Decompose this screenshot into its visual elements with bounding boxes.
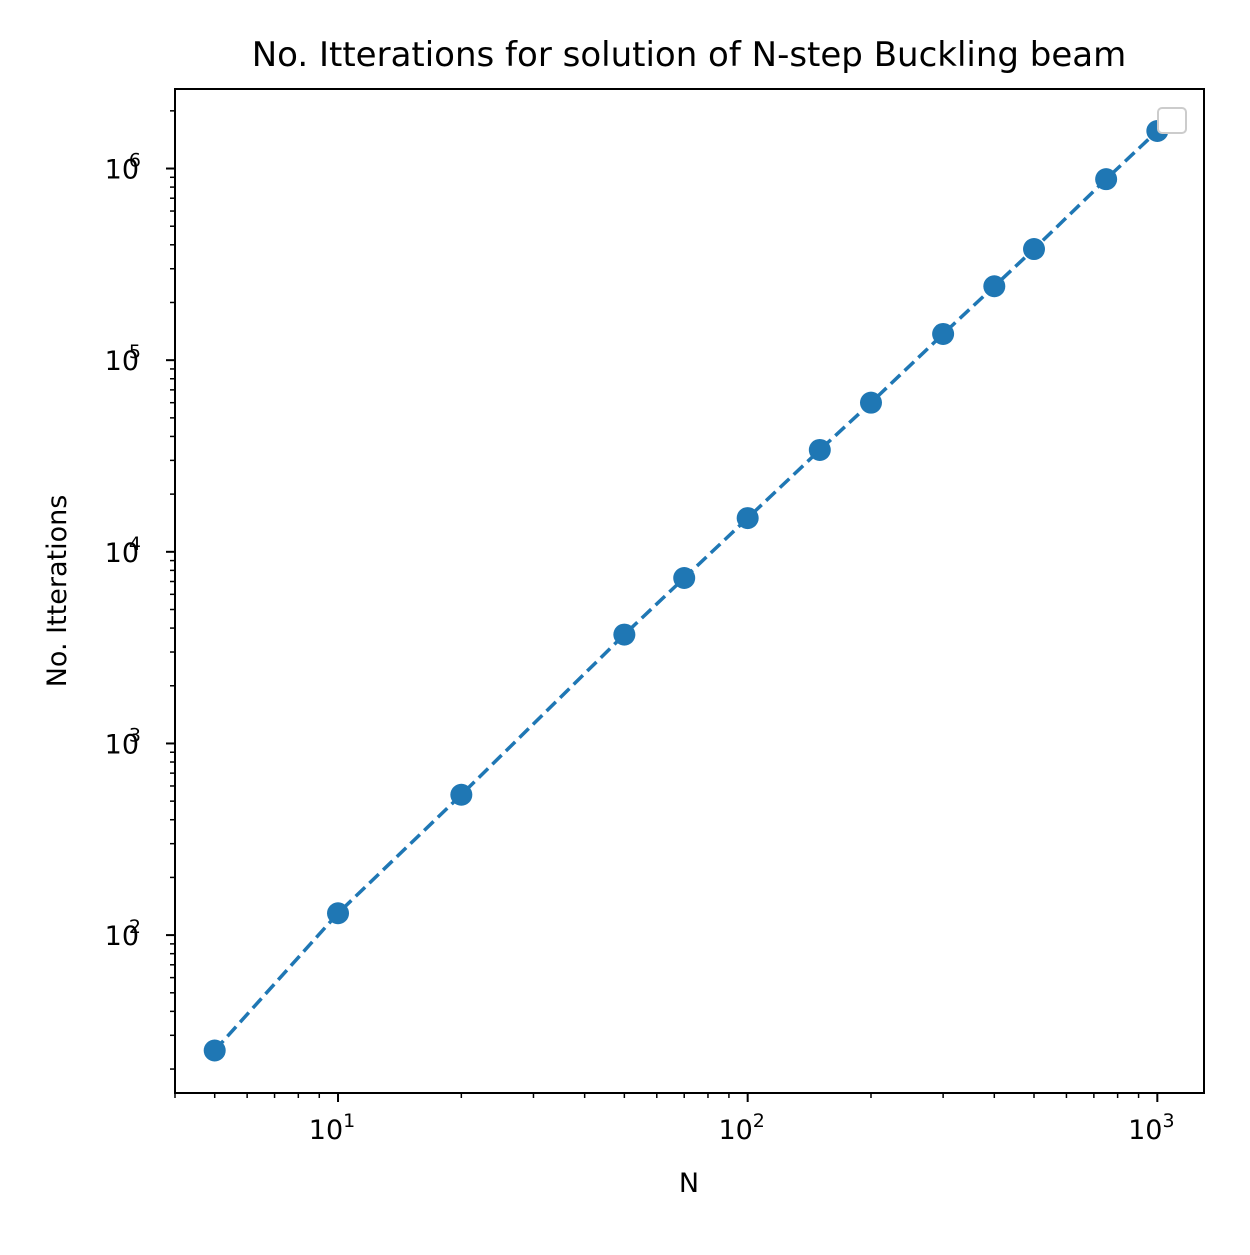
- data-point: [203, 1039, 226, 1062]
- x-axis-label: N: [679, 1168, 699, 1199]
- x-tick-label-base: 10: [1128, 1115, 1162, 1146]
- data-point: [983, 275, 1006, 298]
- x-tick-label-exponent: 3: [1162, 1110, 1174, 1132]
- y-tick-label-exponent: 6: [129, 150, 141, 172]
- data-point: [673, 567, 696, 590]
- x-tick-label: 103: [1128, 1110, 1174, 1146]
- y-tick-label: 10: [105, 921, 139, 952]
- x-tick-label-base: 10: [309, 1115, 343, 1146]
- data-point: [932, 322, 955, 345]
- legend-box: [1157, 107, 1187, 134]
- y-tick-label-exponent: 4: [129, 533, 141, 555]
- y-tick-label-base: 10: [105, 729, 139, 760]
- y-tick-label-base: 10: [105, 346, 139, 377]
- x-tick-label-exponent: 1: [343, 1110, 355, 1132]
- data-point: [450, 783, 473, 806]
- y-tick-label-base: 10: [105, 921, 139, 952]
- data-point: [859, 391, 882, 414]
- y-tick-label: 10: [105, 538, 139, 569]
- x-tick-label: 102: [718, 1110, 764, 1146]
- x-tick-label: 101: [309, 1110, 355, 1146]
- x-tick-label-exponent: 2: [753, 1110, 765, 1132]
- y-tick-label-base: 10: [105, 155, 139, 186]
- chart-title: No. Itterations for solution of N-step B…: [252, 35, 1127, 75]
- y-tick-label: 10: [105, 346, 139, 377]
- x-tick-label-base: 10: [718, 1115, 752, 1146]
- plot-frame: [174, 88, 1205, 1094]
- y-tick-label: 10: [105, 155, 139, 186]
- y-axis-label: No. Itterations: [42, 495, 73, 688]
- data-point: [613, 623, 636, 646]
- y-tick-label-base: 10: [105, 538, 139, 569]
- data-point: [736, 507, 759, 530]
- y-tick-label-exponent: 5: [129, 341, 141, 363]
- data-point: [808, 438, 831, 461]
- y-tick-label-exponent: 3: [129, 724, 141, 746]
- data-point: [1095, 168, 1118, 191]
- y-tick-label-exponent: 2: [129, 916, 141, 938]
- y-tick-label: 10: [105, 729, 139, 760]
- data-point: [1023, 238, 1046, 261]
- data-point: [327, 902, 350, 925]
